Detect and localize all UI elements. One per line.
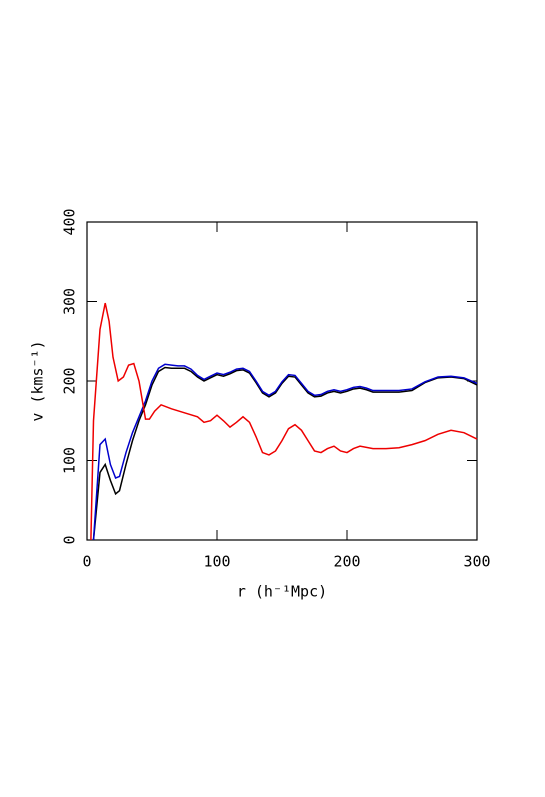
x-tick-label: 100 (203, 553, 230, 571)
y-axis-label: v (kms⁻¹) (29, 340, 47, 421)
y-tick-label: 300 (61, 288, 79, 315)
data-line (92, 363, 478, 541)
x-tick-label: 200 (333, 553, 360, 571)
x-tick-label: 300 (463, 553, 490, 571)
y-tick-label: 200 (61, 367, 79, 394)
y-tick-label: 0 (61, 535, 79, 544)
x-axis-label: r (h⁻¹Mpc) (237, 583, 327, 601)
data-line (92, 366, 478, 541)
y-tick-label: 400 (61, 208, 79, 235)
x-tick-label: 0 (82, 553, 91, 571)
y-tick-label: 100 (61, 447, 79, 474)
data-line (90, 302, 478, 541)
